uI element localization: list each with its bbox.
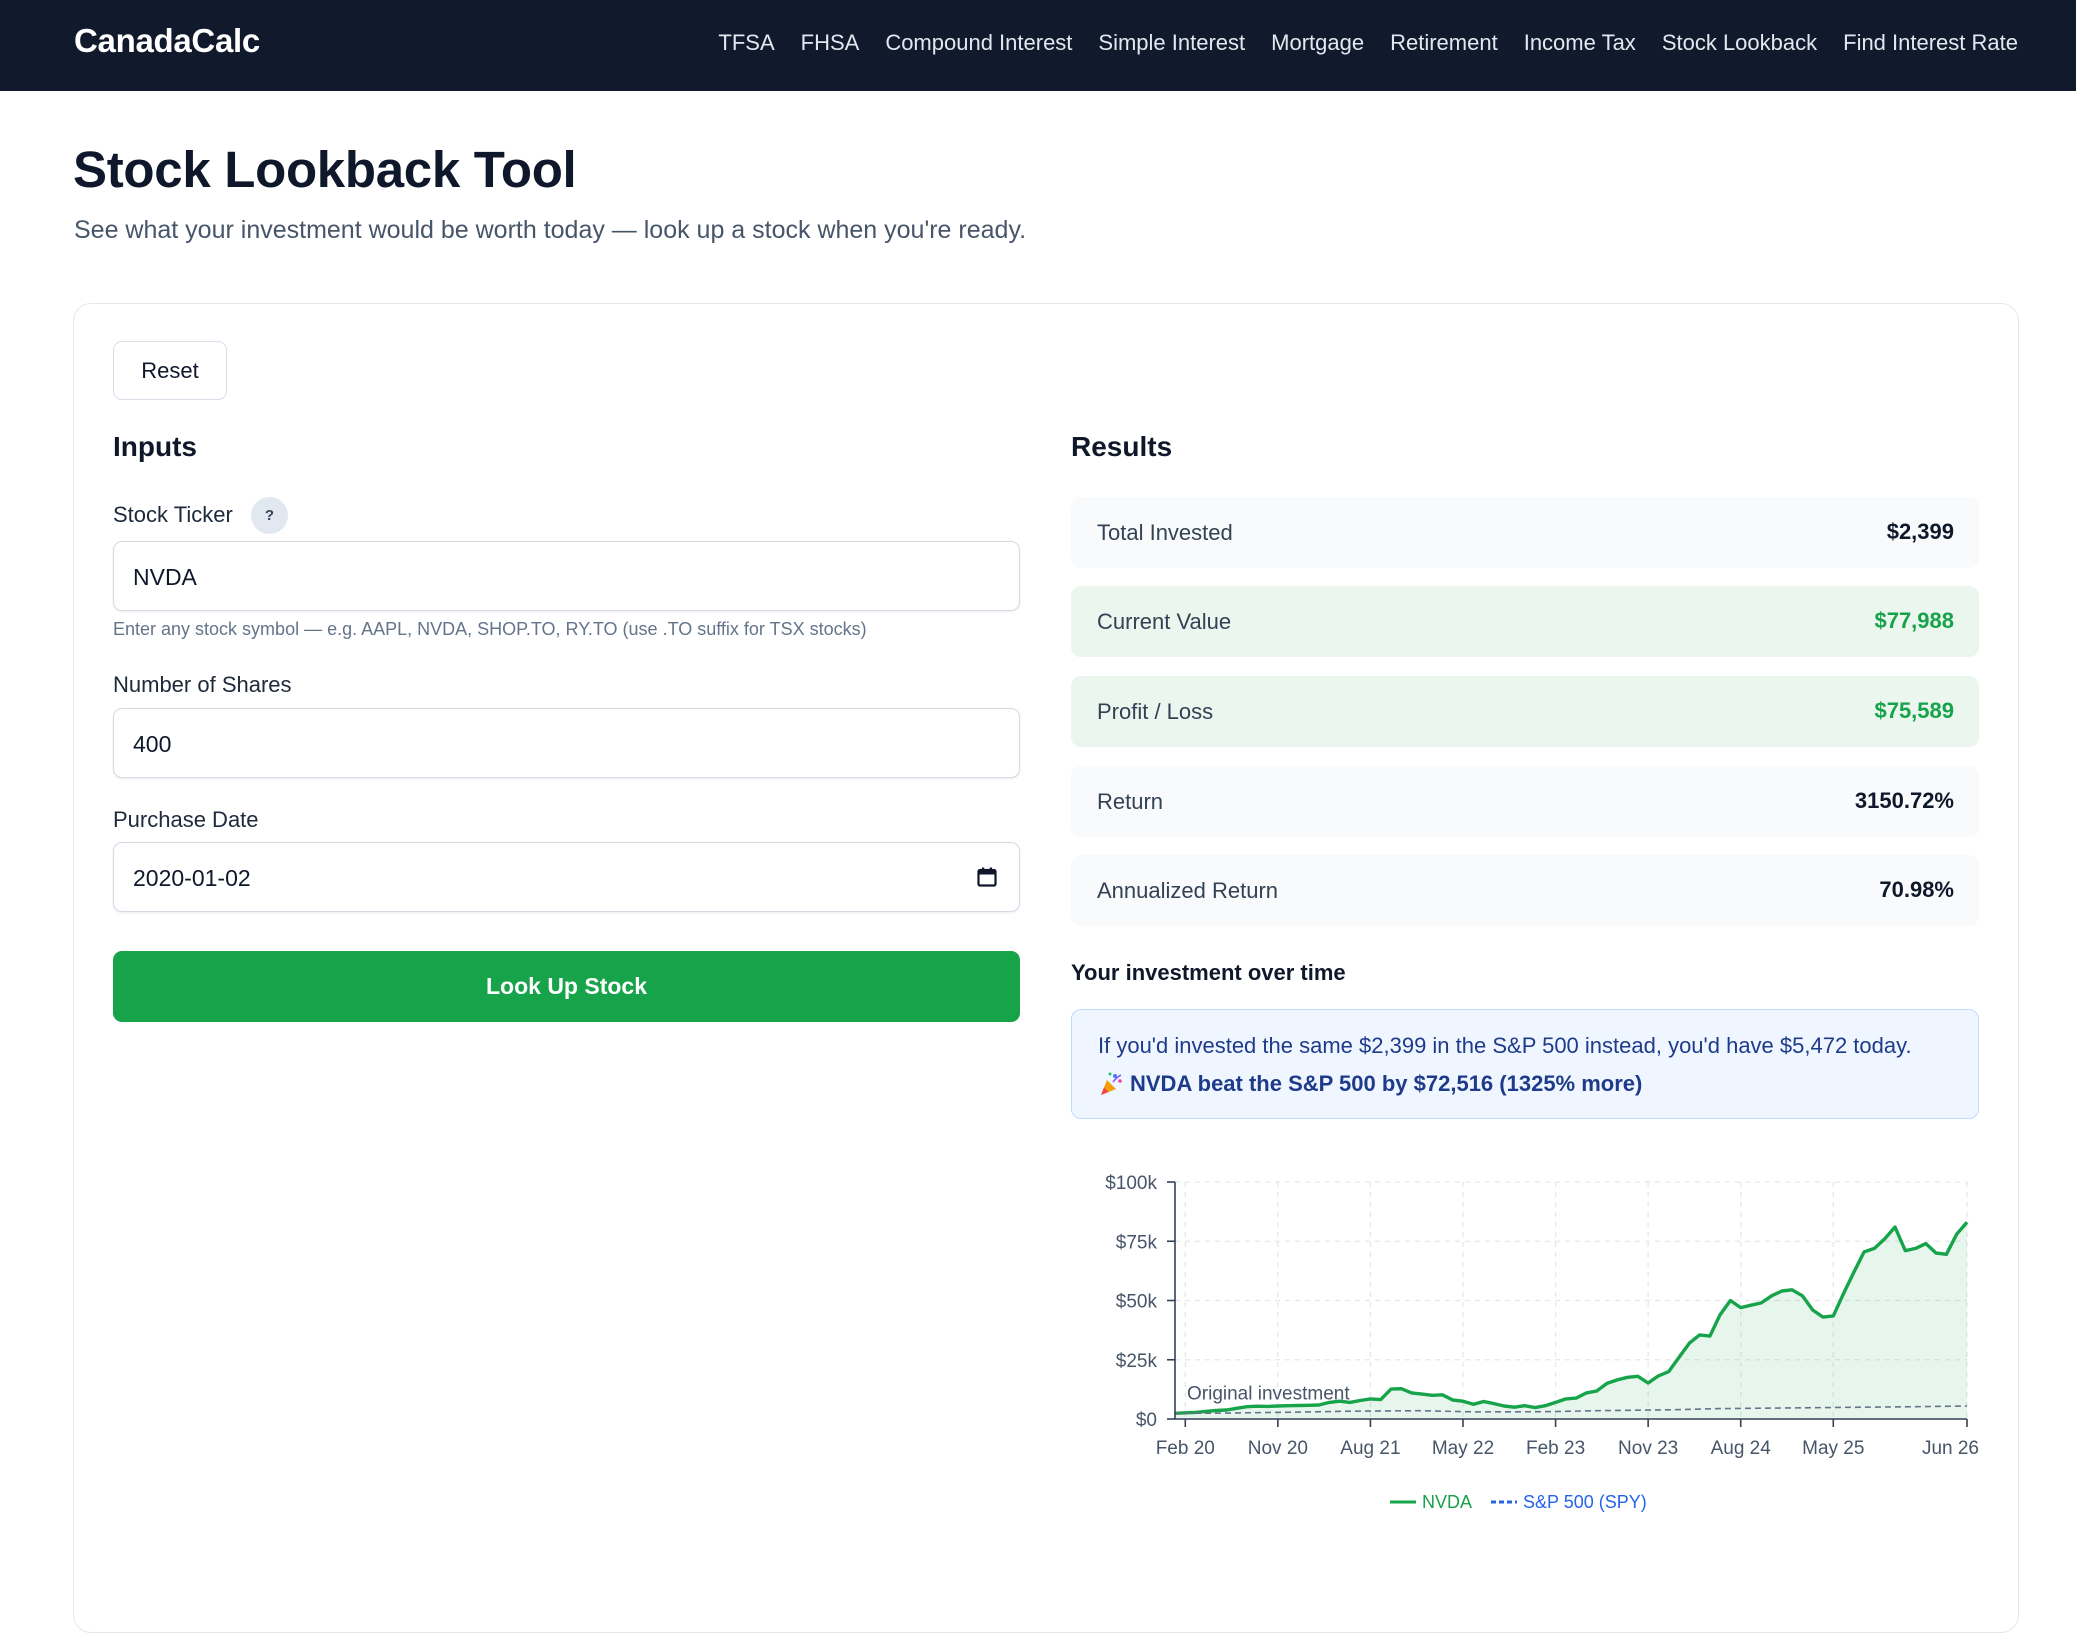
nav-link-simple-interest[interactable]: Simple Interest bbox=[1098, 30, 1246, 55]
nav-link-find-interest-rate[interactable]: Find Interest Rate bbox=[1843, 30, 2018, 55]
page-subtitle: See what your investment would be worth … bbox=[74, 216, 1027, 244]
nav-link-fhsa[interactable]: FHSA bbox=[800, 30, 860, 55]
nvda-area bbox=[1175, 1222, 1967, 1419]
look-up-stock-button[interactable]: Look Up Stock bbox=[113, 951, 1020, 1022]
x-tick-label: Nov 23 bbox=[1618, 1438, 1678, 1459]
nvda-line bbox=[1174, 1221, 1969, 1415]
result-annualized-return: Annualized Return 70.98% bbox=[1071, 855, 1979, 926]
x-tick-label: Jun 26 bbox=[1922, 1438, 1979, 1459]
legend-label-sp500: S&P 500 (SPY) bbox=[1523, 1492, 1647, 1512]
calendar-icon[interactable] bbox=[977, 867, 997, 887]
result-current-value: Current Value $77,988 bbox=[1071, 586, 1979, 657]
nav-link-retirement[interactable]: Retirement bbox=[1390, 30, 1498, 55]
inputs-heading: Inputs bbox=[113, 431, 197, 462]
ticker-help-icon[interactable]: ? bbox=[251, 497, 288, 534]
result-label: Return bbox=[1097, 789, 1164, 814]
purchase-date-input[interactable]: 2020-01-02 bbox=[113, 842, 1020, 912]
nav-link-stock-lookback[interactable]: Stock Lookback bbox=[1661, 30, 1818, 55]
y-tick-label: $25k bbox=[1116, 1351, 1158, 1372]
chart-heading: Your investment over time bbox=[1071, 960, 1346, 985]
top-nav-bar: CanadaCalc TFSA FHSA Compound Interest S… bbox=[0, 0, 2076, 91]
main-nav: TFSA FHSA Compound Interest Simple Inter… bbox=[718, 30, 2018, 56]
result-label: Profit / Loss bbox=[1097, 699, 1214, 724]
purchase-date-value: 2020-01-02 bbox=[133, 865, 251, 891]
x-tick-label: May 22 bbox=[1432, 1438, 1494, 1459]
result-label: Annualized Return bbox=[1097, 878, 1279, 903]
ticker-label: Stock Ticker bbox=[113, 502, 233, 527]
shares-input[interactable]: 400 bbox=[113, 708, 1020, 778]
party-popper-icon bbox=[1101, 1072, 1122, 1095]
nav-link-mortgage[interactable]: Mortgage bbox=[1271, 30, 1365, 55]
shares-input-value: 400 bbox=[133, 731, 172, 757]
y-tick-label: $100k bbox=[1105, 1173, 1157, 1194]
ticker-hint: Enter any stock symbol — e.g. AAPL, NVDA… bbox=[113, 619, 867, 639]
comparison-text: If you'd invested the same $2,399 in the… bbox=[1098, 1033, 1912, 1058]
ticker-input-value: NVDA bbox=[133, 564, 197, 590]
reset-button[interactable]: Reset bbox=[113, 341, 227, 400]
nav-link-income-tax[interactable]: Income Tax bbox=[1523, 30, 1636, 55]
investment-chart: Original investment $0 $25k $50k $75k $100k Fe… bbox=[1105, 1173, 1979, 1512]
result-value: $2,399 bbox=[1886, 519, 1954, 544]
x-tick-label: May 25 bbox=[1802, 1438, 1864, 1459]
result-label: Current Value bbox=[1097, 609, 1232, 634]
result-value: 3150.72% bbox=[1854, 788, 1954, 813]
shares-label: Number of Shares bbox=[113, 672, 292, 697]
result-value: $77,988 bbox=[1874, 608, 1954, 633]
result-total-invested: Total Invested $2,399 bbox=[1071, 497, 1979, 568]
results-heading: Results bbox=[1071, 431, 1173, 462]
result-profit-loss: Profit / Loss $75,589 bbox=[1071, 676, 1979, 747]
x-tick-label: Aug 21 bbox=[1340, 1438, 1400, 1459]
chart-annotation: Original investment bbox=[1187, 1383, 1350, 1404]
comparison-verdict: NVDA beat the S&P 500 by $72,516 (1325% … bbox=[1098, 1071, 1642, 1097]
result-value: 70.98% bbox=[1879, 877, 1954, 902]
sp500-line bbox=[1174, 1405, 1968, 1415]
brand-logo[interactable]: CanadaCalc bbox=[74, 22, 260, 59]
purchase-date-label: Purchase Date bbox=[113, 807, 259, 832]
x-tick-label: Feb 23 bbox=[1526, 1438, 1585, 1459]
result-return: Return 3150.72% bbox=[1071, 766, 1979, 837]
y-tick-label: $75k bbox=[1116, 1232, 1158, 1253]
y-tick-label: $50k bbox=[1116, 1292, 1158, 1313]
ticker-input[interactable]: NVDA bbox=[113, 541, 1020, 611]
comparison-verdict-text: NVDA beat the S&P 500 by $72,516 (1325% … bbox=[1130, 1071, 1643, 1096]
x-tick-label: Feb 20 bbox=[1156, 1438, 1215, 1459]
legend-label-nvda: NVDA bbox=[1422, 1492, 1472, 1512]
nav-link-tfsa[interactable]: TFSA bbox=[718, 30, 775, 55]
result-value: $75,589 bbox=[1874, 698, 1954, 723]
x-tick-label: Nov 20 bbox=[1248, 1438, 1308, 1459]
result-label: Total Invested bbox=[1097, 520, 1233, 545]
page-title: Stock Lookback Tool bbox=[73, 141, 577, 198]
y-tick-label: $0 bbox=[1136, 1410, 1157, 1431]
sp500-comparison-box: If you'd invested the same $2,399 in the… bbox=[1071, 1009, 1979, 1119]
x-tick-label: Aug 24 bbox=[1711, 1438, 1772, 1459]
nav-link-compound-interest[interactable]: Compound Interest bbox=[885, 30, 1073, 55]
